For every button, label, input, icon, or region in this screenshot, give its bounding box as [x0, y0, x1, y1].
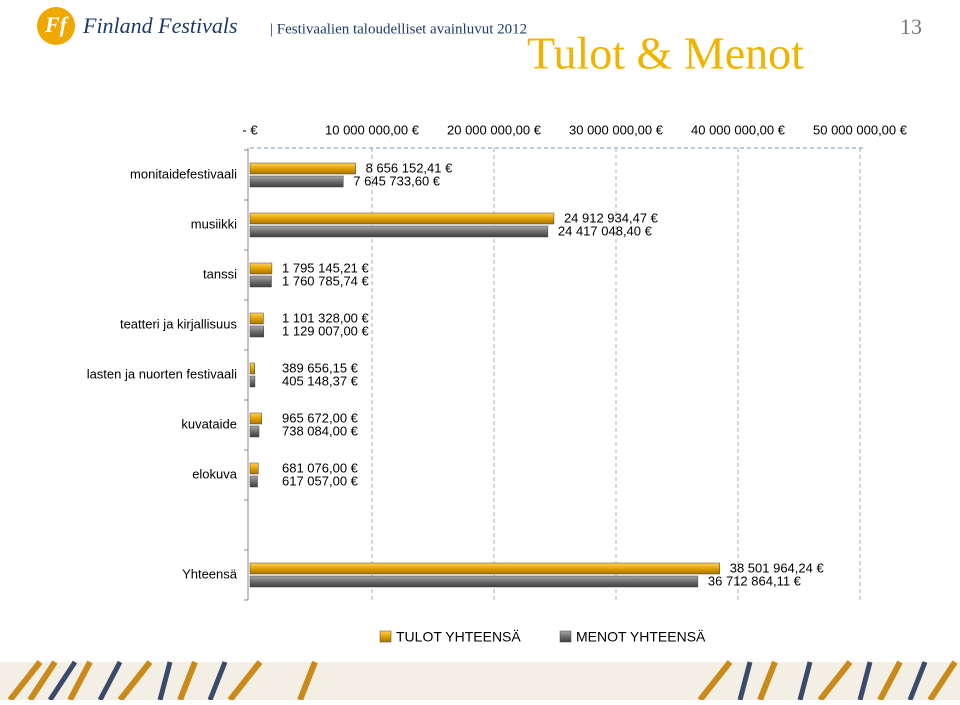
x-tick-label: 40 000 000,00 € [691, 122, 786, 137]
bar [249, 275, 272, 288]
data-label: 7 645 733,60 € [353, 173, 441, 188]
bar [249, 225, 549, 238]
data-label: 8 656 152,41 € [366, 160, 454, 175]
decor [0, 660, 960, 702]
logo-circle [37, 7, 75, 45]
y-tick-label: musiikki [191, 216, 237, 231]
bar [249, 462, 259, 475]
bar [249, 575, 699, 588]
subtitle: | Festivaalien taloudelliset avainluvut … [270, 21, 527, 37]
legend-swatch [559, 630, 572, 643]
bar [249, 425, 260, 438]
legend-label: MENOT YHTEENSÄ [576, 629, 706, 645]
x-tick-label: 50 000 000,00 € [813, 122, 908, 137]
data-label: 38 501 964,24 € [730, 560, 825, 575]
bar [249, 412, 263, 425]
y-tick-label: kuvataide [181, 416, 237, 431]
logo-mark: Ff [44, 12, 70, 37]
data-label: 965 672,00 € [282, 410, 359, 425]
x-tick-label: 10 000 000,00 € [325, 122, 420, 137]
y-tick-label: Yhteensä [182, 566, 238, 581]
y-tick-label: lasten ja nuorten festivaali [87, 366, 237, 381]
data-label: 1 795 145,21 € [282, 260, 370, 275]
legend-swatch [379, 630, 392, 643]
page-number: 13 [900, 14, 922, 39]
data-label: 1 101 328,00 € [282, 310, 370, 325]
bar [249, 262, 273, 275]
data-label: 24 912 934,47 € [564, 210, 659, 225]
bar [249, 212, 555, 225]
bar [249, 162, 356, 175]
data-label: 1 129 007,00 € [282, 323, 370, 338]
data-label: 617 057,00 € [282, 473, 359, 488]
logo-text: Finland Festivals [82, 13, 238, 38]
data-label: 738 084,00 € [282, 423, 359, 438]
x-tick-label: - € [242, 122, 258, 137]
data-label: 36 712 864,11 € [708, 573, 802, 588]
bar [249, 325, 265, 338]
x-tick-label: 30 000 000,00 € [569, 122, 664, 137]
data-label: 389 656,15 € [282, 360, 359, 375]
legend-label: TULOT YHTEENSÄ [396, 629, 521, 645]
chart-title: Tulot & Menot [527, 28, 804, 79]
data-label: 405 148,37 € [282, 373, 359, 388]
y-tick-label: elokuva [192, 466, 238, 481]
bar [249, 375, 256, 388]
bar [249, 475, 258, 488]
data-label: 681 076,00 € [282, 460, 359, 475]
data-label: 24 417 048,40 € [558, 223, 653, 238]
y-tick-label: monitaidefestivaali [130, 166, 237, 181]
bar [249, 362, 256, 375]
data-label: 1 760 785,74 € [282, 273, 370, 288]
x-tick-label: 20 000 000,00 € [447, 122, 542, 137]
bar [249, 562, 720, 575]
y-tick-label: teatteri ja kirjallisuus [120, 316, 238, 331]
bar [249, 312, 264, 325]
bar [249, 175, 344, 188]
y-tick-label: tanssi [203, 266, 237, 281]
